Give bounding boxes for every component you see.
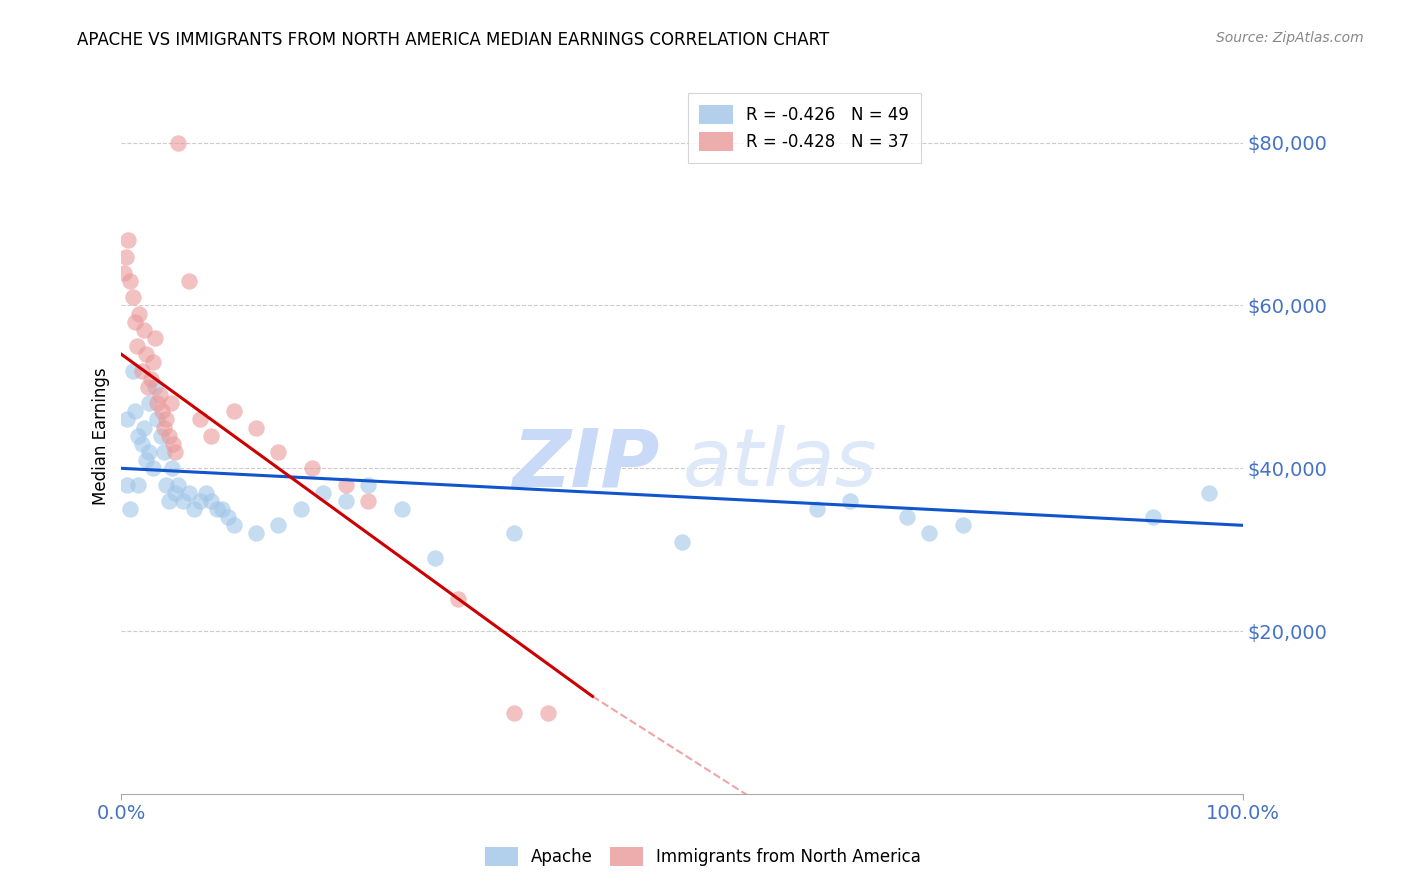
Point bbox=[138, 380, 160, 394]
Point bbox=[121, 290, 143, 304]
Point bbox=[157, 429, 180, 443]
Point bbox=[153, 420, 176, 434]
Point bbox=[194, 485, 217, 500]
Point bbox=[188, 494, 211, 508]
Point bbox=[952, 518, 974, 533]
Point bbox=[267, 518, 290, 533]
Point bbox=[671, 534, 693, 549]
Point bbox=[806, 502, 828, 516]
Point bbox=[159, 396, 181, 410]
Point bbox=[217, 510, 239, 524]
Point bbox=[131, 363, 153, 377]
Point bbox=[120, 274, 142, 288]
Point bbox=[335, 494, 357, 508]
Point bbox=[447, 591, 470, 606]
Point bbox=[115, 250, 138, 264]
Point bbox=[357, 477, 380, 491]
Point bbox=[839, 494, 862, 508]
Text: atlas: atlas bbox=[682, 425, 877, 503]
Point bbox=[155, 412, 177, 426]
Point bbox=[117, 233, 139, 247]
Point bbox=[177, 274, 200, 288]
Point bbox=[148, 388, 170, 402]
Point bbox=[135, 347, 157, 361]
Point bbox=[112, 266, 135, 280]
Point bbox=[267, 445, 290, 459]
Point bbox=[121, 363, 143, 377]
Point bbox=[165, 445, 187, 459]
Legend: R = -0.426   N = 49, R = -0.428   N = 37: R = -0.426 N = 49, R = -0.428 N = 37 bbox=[688, 93, 921, 163]
Point bbox=[146, 412, 169, 426]
Point bbox=[222, 518, 245, 533]
Point bbox=[503, 706, 526, 720]
Point bbox=[536, 706, 558, 720]
Point bbox=[335, 477, 357, 491]
Point bbox=[143, 331, 166, 345]
Text: Source: ZipAtlas.com: Source: ZipAtlas.com bbox=[1216, 31, 1364, 45]
Point bbox=[127, 429, 149, 443]
Point bbox=[1198, 485, 1220, 500]
Point bbox=[188, 412, 211, 426]
Point bbox=[115, 477, 138, 491]
Point bbox=[132, 420, 155, 434]
Point bbox=[160, 461, 183, 475]
Point bbox=[245, 420, 267, 434]
Point bbox=[245, 526, 267, 541]
Y-axis label: Median Earnings: Median Earnings bbox=[93, 367, 110, 505]
Point bbox=[166, 136, 188, 150]
Point bbox=[312, 485, 335, 500]
Point bbox=[166, 477, 188, 491]
Point bbox=[205, 502, 228, 516]
Point bbox=[200, 429, 222, 443]
Text: APACHE VS IMMIGRANTS FROM NORTH AMERICA MEDIAN EARNINGS CORRELATION CHART: APACHE VS IMMIGRANTS FROM NORTH AMERICA … bbox=[77, 31, 830, 49]
Point bbox=[146, 396, 169, 410]
Point bbox=[301, 461, 323, 475]
Point bbox=[177, 485, 200, 500]
Point bbox=[150, 404, 173, 418]
Point bbox=[918, 526, 941, 541]
Point bbox=[183, 502, 205, 516]
Point bbox=[142, 461, 165, 475]
Legend: Apache, Immigrants from North America: Apache, Immigrants from North America bbox=[477, 838, 929, 875]
Point bbox=[165, 485, 187, 500]
Point bbox=[138, 445, 160, 459]
Point bbox=[391, 502, 413, 516]
Point bbox=[149, 429, 172, 443]
Point bbox=[135, 453, 157, 467]
Point bbox=[357, 494, 380, 508]
Point bbox=[138, 396, 160, 410]
Point bbox=[425, 550, 447, 565]
Point bbox=[153, 445, 176, 459]
Point bbox=[127, 477, 149, 491]
Point bbox=[1142, 510, 1164, 524]
Point bbox=[200, 494, 222, 508]
Point bbox=[124, 404, 146, 418]
Point bbox=[155, 477, 177, 491]
Point bbox=[211, 502, 233, 516]
Point bbox=[896, 510, 918, 524]
Point bbox=[120, 502, 142, 516]
Point bbox=[132, 323, 155, 337]
Point bbox=[290, 502, 312, 516]
Point bbox=[503, 526, 526, 541]
Point bbox=[131, 437, 153, 451]
Point bbox=[142, 355, 165, 369]
Point bbox=[139, 372, 162, 386]
Point bbox=[127, 339, 149, 353]
Point bbox=[172, 494, 194, 508]
Point bbox=[124, 315, 146, 329]
Point bbox=[115, 412, 138, 426]
Point bbox=[162, 437, 184, 451]
Text: ZIP: ZIP bbox=[512, 425, 659, 503]
Point bbox=[143, 380, 166, 394]
Point bbox=[128, 307, 150, 321]
Point bbox=[222, 404, 245, 418]
Point bbox=[157, 494, 180, 508]
